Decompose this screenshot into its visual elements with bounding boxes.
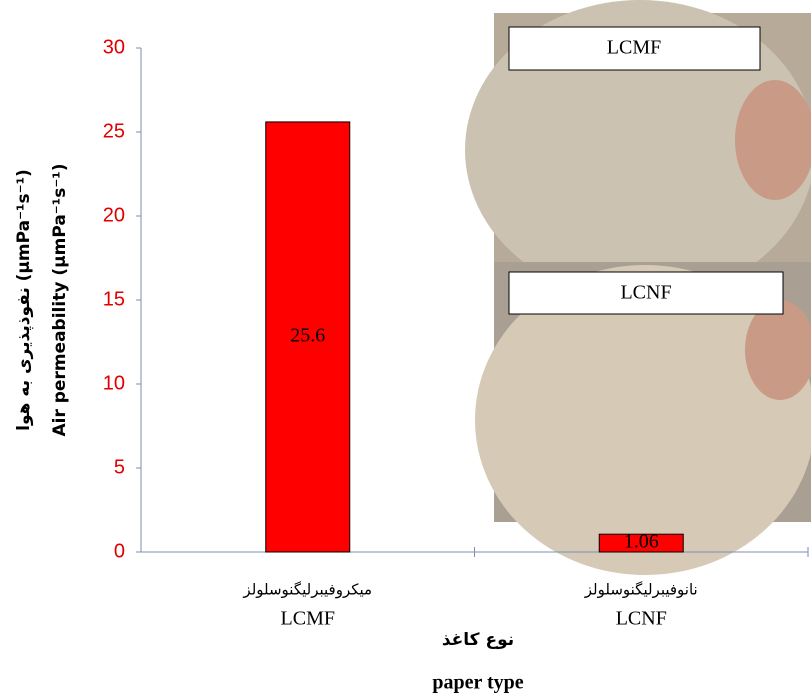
value-label: 25.6 — [290, 325, 325, 347]
y-tick-label: 30 — [103, 36, 125, 58]
value-label: 1.06 — [624, 531, 659, 553]
inset-label-box — [508, 271, 784, 315]
y-tick-label: 15 — [103, 288, 125, 310]
y-tick-label: 25 — [103, 120, 125, 142]
paper-disc — [475, 265, 811, 575]
y-axis-label: Air permeability (µmPa⁻¹s⁻¹) — [50, 163, 70, 436]
x-tick-label: LCNF — [616, 608, 667, 630]
y-axis-label-fa: نفوذپذیری به هوا (µmPa⁻¹s⁻¹) — [14, 169, 34, 431]
x-tick-label-fa: نانوفیبرلیگنوسلولز — [584, 581, 698, 599]
inset-label-box — [508, 26, 761, 71]
thumb — [735, 80, 811, 200]
paper-disc — [465, 0, 811, 300]
y-tick-label: 0 — [114, 540, 125, 562]
x-axis-label: paper type — [432, 672, 523, 694]
y-tick-label: 10 — [103, 372, 125, 394]
y-tick-label: 20 — [103, 204, 125, 226]
inset-label: LCNF — [620, 282, 671, 304]
bar — [598, 533, 684, 553]
y-tick-label: 5 — [114, 456, 125, 478]
bar — [265, 121, 351, 553]
x-axis-label-fa: نوع کاغذ — [442, 630, 514, 650]
inset-photos: LCMF LCNF — [465, 0, 811, 575]
x-tick-label-fa: میکروفیبرلیگنوسلولز — [242, 581, 372, 599]
x-tick-label: LCMF — [281, 608, 335, 630]
thumb — [745, 300, 811, 400]
inset-label: LCMF — [607, 37, 661, 59]
